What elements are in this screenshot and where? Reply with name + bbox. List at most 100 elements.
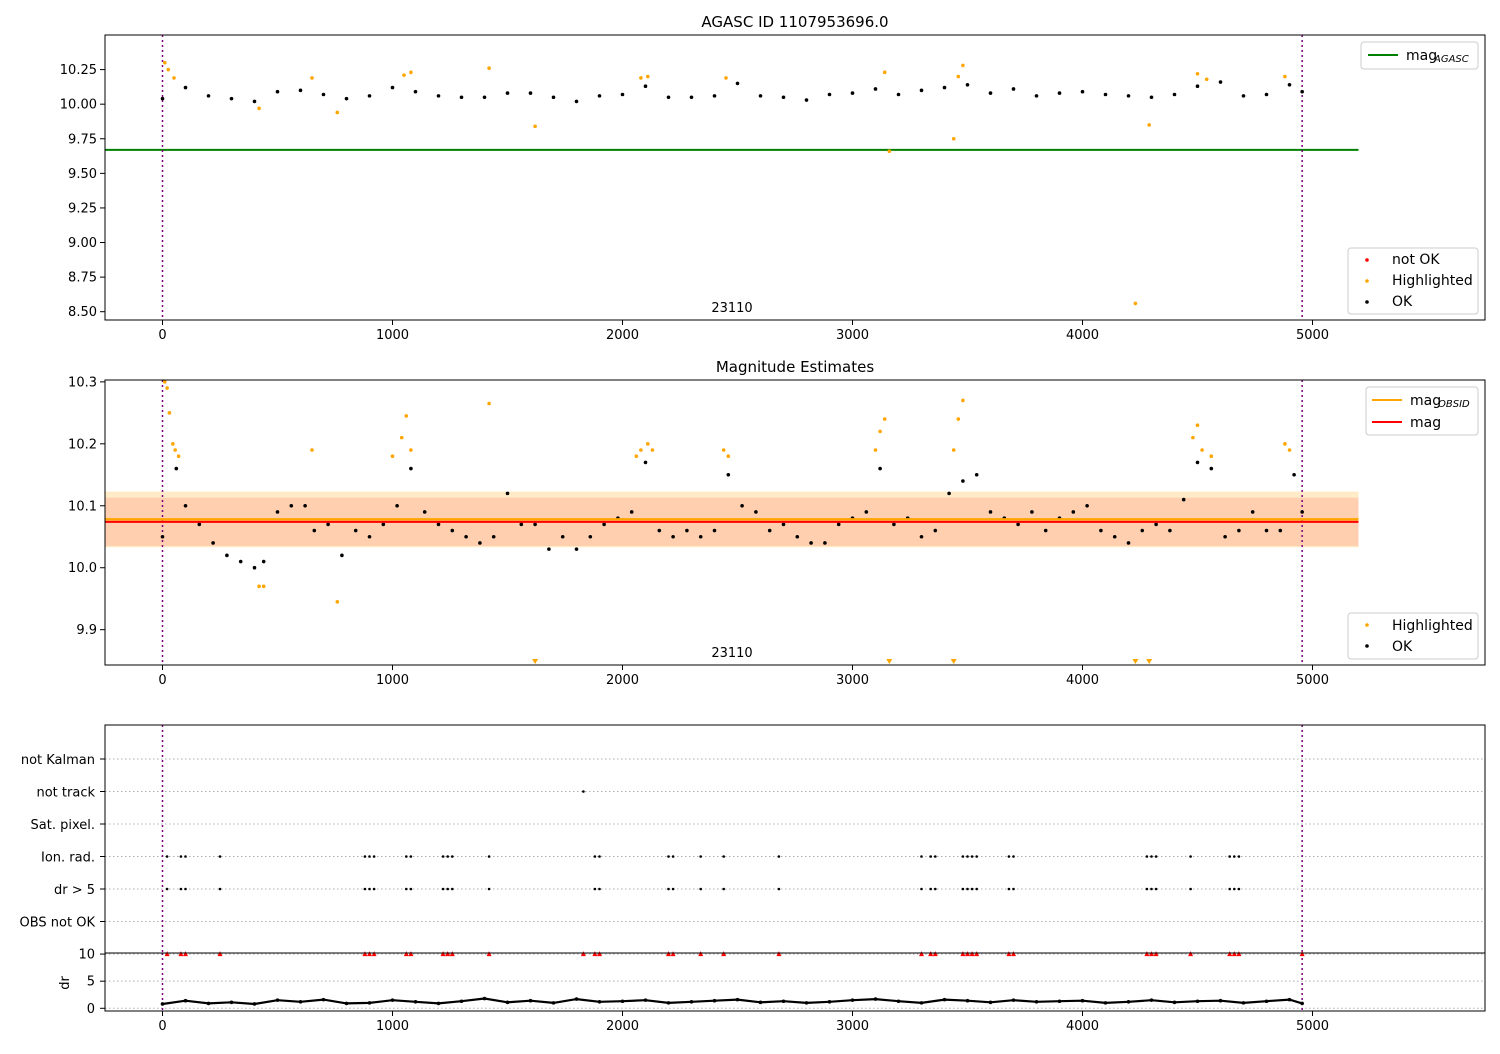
flag-point [929, 887, 932, 891]
ok-point [758, 94, 763, 98]
flag-point [363, 855, 367, 858]
highlighted-point [257, 584, 261, 589]
flag-point [487, 855, 491, 858]
y-tick-label: 0 [87, 1002, 95, 1017]
flag-point [961, 855, 965, 858]
highlighted-point [646, 74, 650, 79]
legend-label-highlighted: Highlighted [1392, 618, 1473, 634]
flag-point [929, 855, 932, 858]
flag-point [451, 855, 454, 858]
ok-point [197, 522, 202, 527]
ok-point [643, 84, 648, 88]
panel-flags: not Kalman not track Sat. pixel. Ion. rad. d… [20, 724, 1486, 954]
y-tick-label: 10.1 [68, 499, 97, 514]
ok-point [478, 541, 482, 545]
x-tick-label: 5000 [1296, 1019, 1329, 1034]
highlighted-point [1147, 123, 1151, 127]
highlighted-point [951, 136, 956, 141]
ok-point [413, 89, 418, 94]
highlighted-point [634, 454, 639, 459]
ok-point [864, 510, 869, 514]
ok-point [781, 522, 786, 527]
flag-point [368, 855, 371, 858]
ok-point [685, 528, 689, 533]
flag-point [372, 887, 376, 891]
flag-point [920, 855, 923, 858]
y-tick-label: 9.25 [68, 201, 97, 216]
highlighted-point [726, 454, 731, 459]
ok-point [211, 541, 215, 545]
ok-point [482, 95, 487, 100]
dr-clipped-marker [919, 951, 924, 957]
highlighted-point [1133, 301, 1138, 306]
legend-label-highlighted: Highlighted [1392, 273, 1473, 289]
flag-point [1228, 887, 1231, 891]
highlighted-point [335, 110, 340, 115]
highlighted-point [487, 66, 491, 71]
panel1-obsid-label: 23110 [711, 301, 752, 316]
ok-point [1140, 528, 1145, 533]
ok-point [823, 541, 827, 545]
dr-clipped-marker [217, 951, 223, 957]
highlighted-point [956, 417, 961, 421]
flag-point [1233, 855, 1236, 858]
x-tick-label: 2000 [606, 328, 639, 343]
ok-point [1264, 92, 1269, 97]
ok-point [1287, 83, 1292, 87]
highlighted-point [1283, 442, 1287, 446]
x-tick-label: 2000 [606, 673, 639, 688]
flag-point [1150, 887, 1153, 891]
panel-dr: 0 1000 2000 3000 4000 5000 0 5 10 dr [58, 948, 1486, 1034]
ok-point [1071, 510, 1076, 514]
ok-point [795, 534, 800, 539]
x-tick-label: 4000 [1066, 673, 1099, 688]
x-tick-label: 5000 [1296, 673, 1329, 688]
ok-point [289, 503, 294, 508]
dr-clipped-marker [408, 951, 414, 957]
dr-clipped-marker [164, 951, 170, 957]
legend-marker-ok [1365, 300, 1369, 304]
ok-point [160, 534, 165, 539]
flag-point [487, 887, 491, 891]
ok-point [505, 491, 510, 496]
flag-point [1007, 855, 1011, 858]
dr-clipped-marker [1227, 951, 1233, 957]
ok-point [689, 95, 694, 100]
legend-label-mag-agasc: mag [1406, 48, 1437, 64]
dr-clipped-marker [580, 951, 586, 957]
ok-point [275, 510, 280, 514]
panel-agasc: AGASC ID 1107953696.0 23110 0 1000 2000 300… [60, 13, 1486, 343]
ok-point [602, 522, 606, 527]
ok-point [1085, 503, 1089, 508]
flag-point [1007, 887, 1011, 891]
flag-point [405, 887, 408, 891]
legend-marker-highlighted [1365, 279, 1369, 283]
ok-point [206, 94, 211, 98]
ok-point [574, 99, 579, 104]
ok-point [183, 503, 188, 508]
flag-point [1228, 855, 1231, 858]
ok-point [1195, 84, 1200, 88]
flag-point [934, 855, 937, 858]
flag-point [184, 887, 187, 891]
ok-point [312, 528, 317, 533]
ok-point [878, 466, 882, 471]
flag-point [1150, 855, 1153, 858]
y-tick-label: 10.0 [68, 561, 97, 576]
flag-point [667, 887, 670, 891]
flag-point [1154, 855, 1158, 858]
dr-clipped-marker [597, 951, 602, 957]
x-tick-label: 3000 [836, 328, 869, 343]
panel-magnitude-estimates: Magnitude Estimates 23110 0 1000 2000 3000 4… [68, 358, 1486, 688]
flag-point [372, 855, 376, 858]
dr-clipped-marker [1188, 951, 1194, 957]
ok-point [1030, 510, 1034, 514]
ok-point [353, 528, 358, 533]
ok-point [1250, 510, 1255, 514]
ok-point [381, 522, 386, 527]
legend-marker-ok [1365, 644, 1369, 648]
highlighted-point [882, 417, 887, 421]
highlighted-point [399, 435, 404, 440]
flag-category-label: not track [36, 786, 95, 801]
panel2-title: Magnitude Estimates [716, 358, 874, 376]
